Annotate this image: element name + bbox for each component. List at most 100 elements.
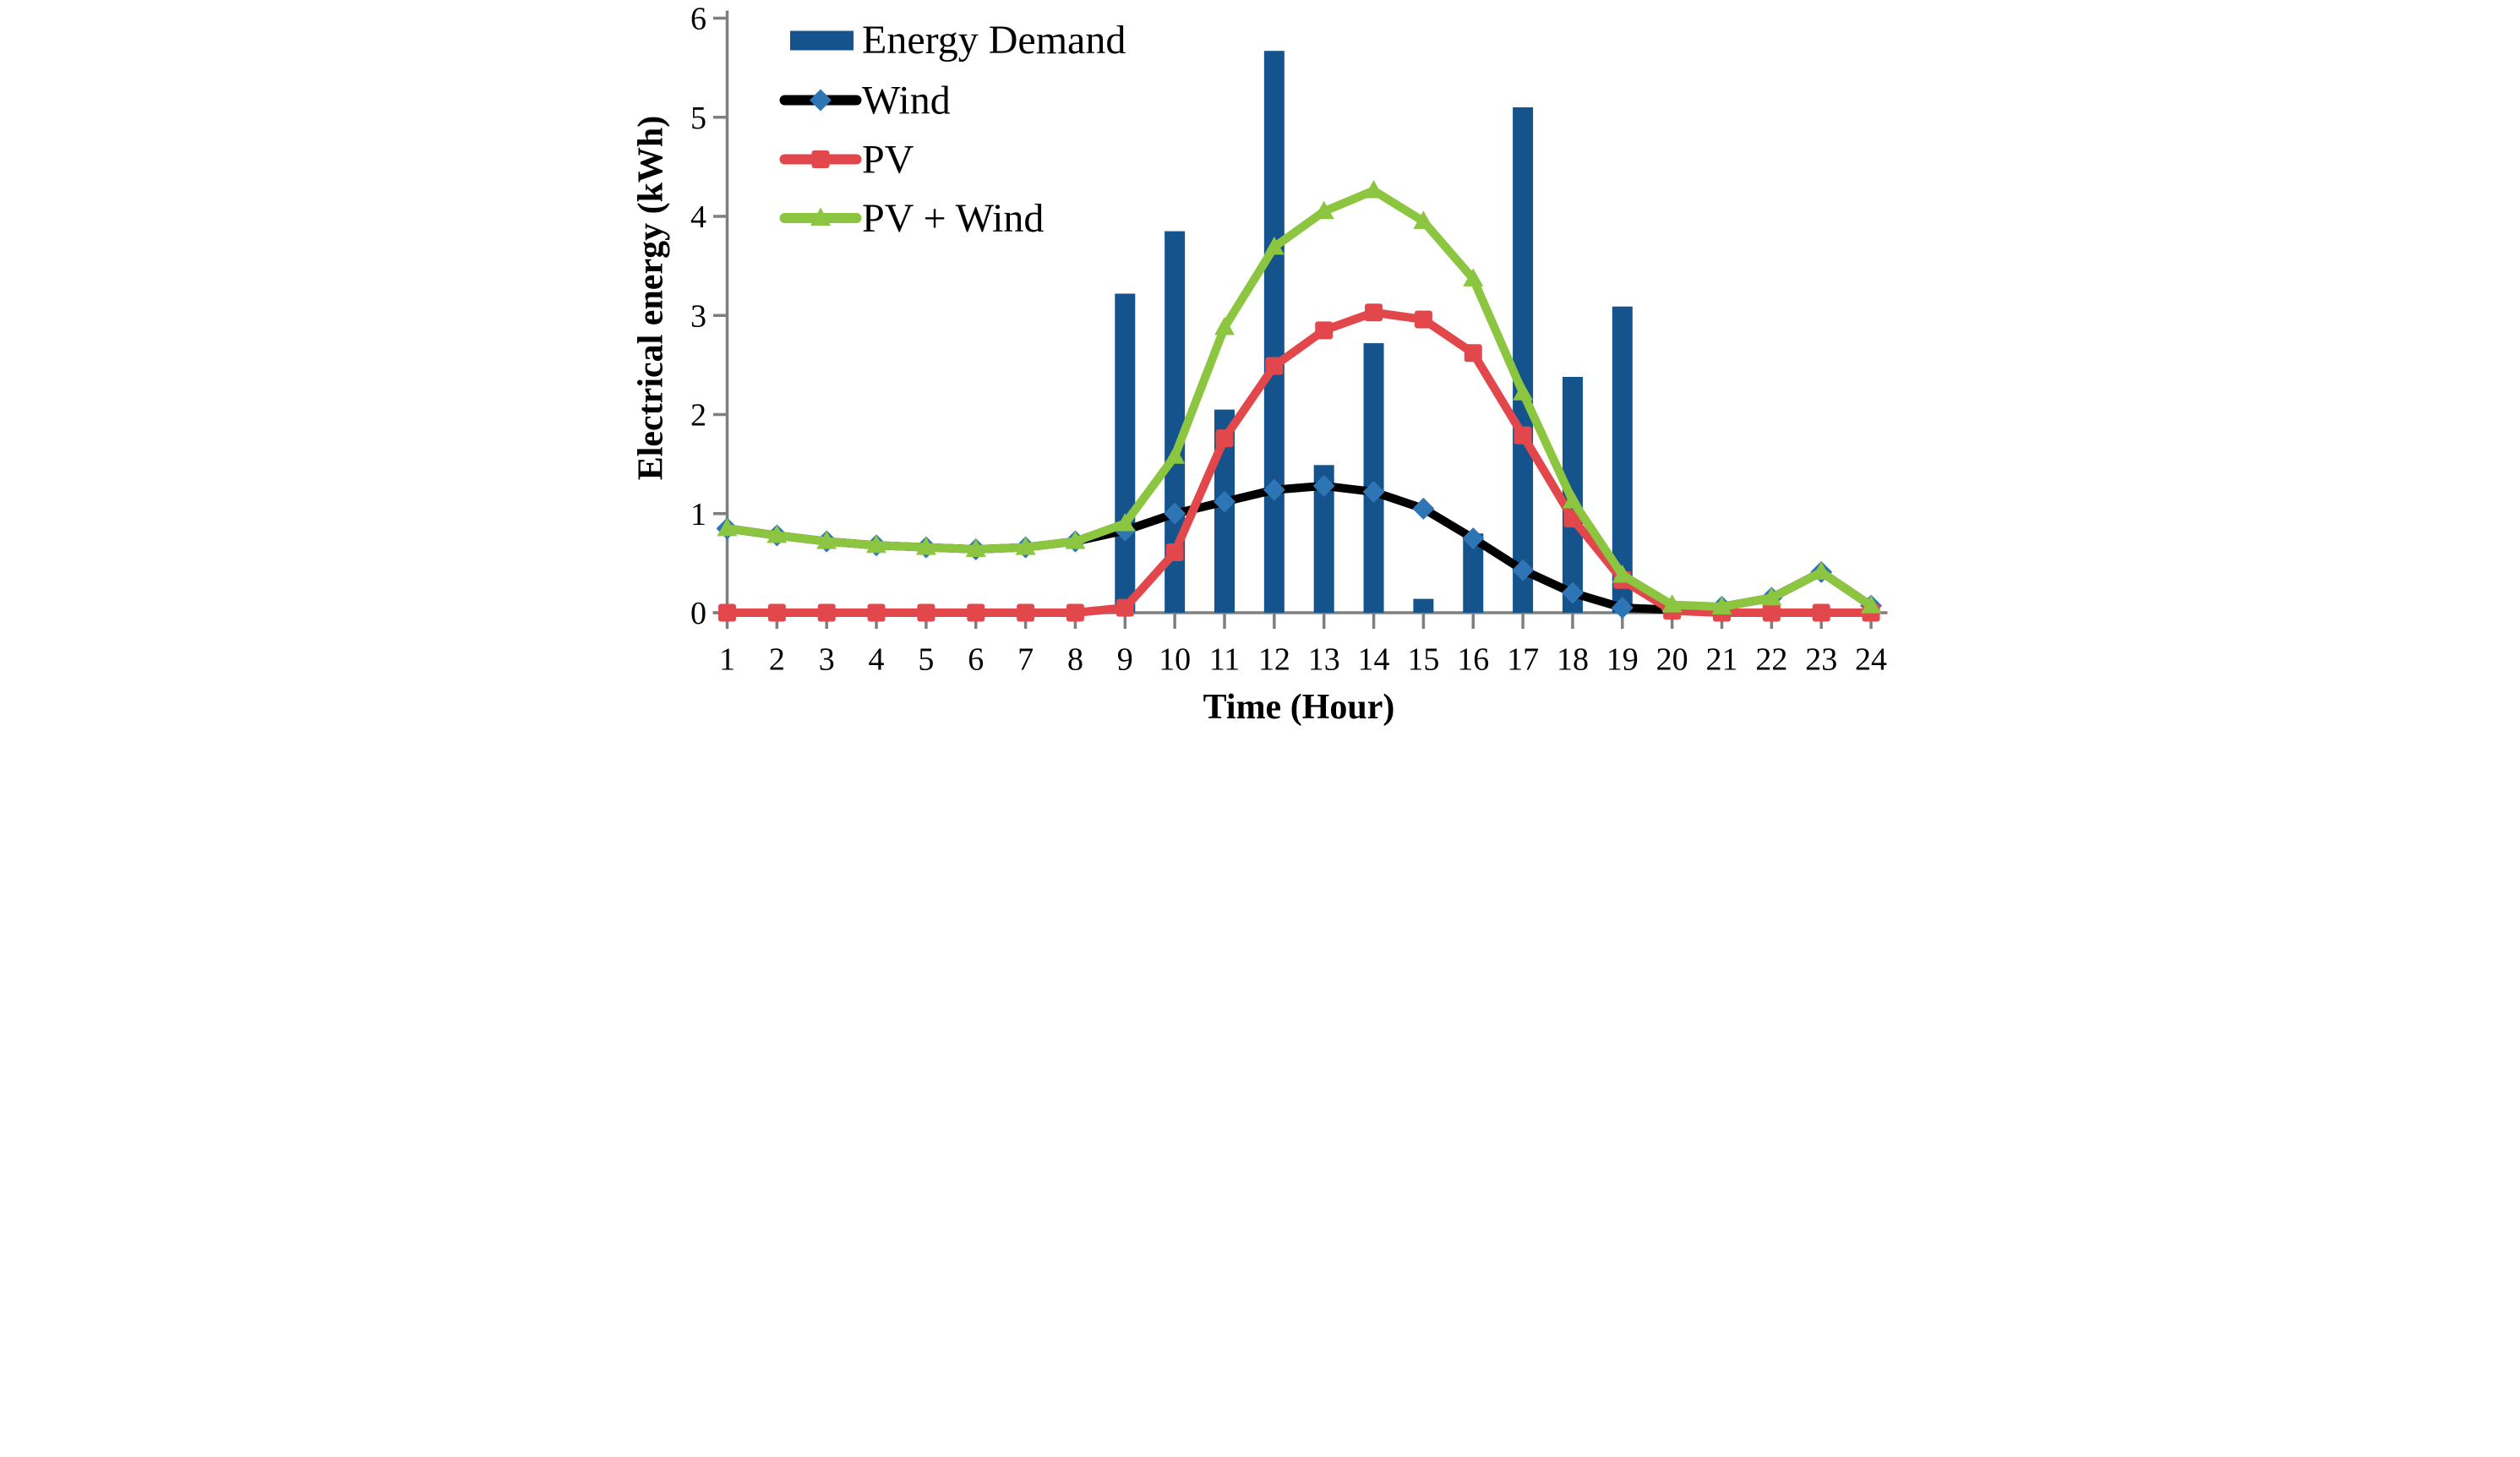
- marker-wind-h16: [1461, 527, 1484, 550]
- marker-wind-h10: [1163, 502, 1186, 525]
- marker-pv-wind-h21: [1711, 596, 1732, 614]
- bar-hour-12: [1263, 51, 1285, 613]
- marker-wind-h18: [1561, 581, 1584, 604]
- x-tick-label: 3: [818, 642, 834, 678]
- marker-wind-h14: [1362, 480, 1385, 503]
- marker-wind-h13: [1312, 474, 1335, 497]
- marker-pv-wind-h3: [815, 531, 837, 549]
- marker-pv-h9: [1115, 598, 1134, 617]
- x-tick-label: 11: [1208, 642, 1240, 678]
- marker-pv-wind-h8: [1064, 531, 1085, 549]
- marker-pv-wind-h6: [965, 538, 986, 557]
- x-axis-title: Time (Hour): [1203, 688, 1394, 727]
- marker-pv-wind-h20: [1661, 594, 1683, 613]
- x-tick-label: 20: [1655, 642, 1688, 678]
- marker-wind-h15: [1411, 497, 1434, 520]
- x-tick-label: 13: [1307, 642, 1339, 678]
- marker-wind-h11: [1213, 490, 1235, 513]
- marker-pv-h5: [916, 603, 935, 622]
- x-tick-label: 4: [868, 642, 884, 678]
- marker-pv-wind-h13: [1313, 200, 1334, 220]
- legend-swatch-marker: [810, 207, 831, 226]
- x-tick-label: 23: [1805, 642, 1837, 678]
- marker-pv-wind-h18: [1562, 490, 1583, 509]
- marker-wind-h17: [1511, 559, 1534, 581]
- marker-pv-h8: [1066, 603, 1084, 622]
- x-tick-label: 6: [968, 642, 984, 678]
- marker-pv-wind-h14: [1363, 180, 1384, 199]
- marker-pv-wind-h1: [717, 517, 737, 537]
- x-tick-label: 7: [1017, 642, 1034, 678]
- marker-pv-wind-h12: [1263, 236, 1285, 255]
- marker-pv-wind-h5: [915, 537, 936, 555]
- bar-hour-17: [1512, 107, 1533, 613]
- marker-pv-h4: [867, 603, 886, 622]
- marker-pv-wind-h19: [1612, 564, 1633, 583]
- x-tick-label: 17: [1507, 642, 1539, 678]
- bar-hour-14: [1363, 343, 1384, 613]
- y-tick-label: 0: [690, 596, 706, 631]
- marker-pv-h15: [1414, 310, 1432, 329]
- y-tick-label: 5: [690, 101, 706, 136]
- x-tick-label: 9: [1116, 642, 1132, 678]
- marker-pv-wind-h22: [1760, 587, 1781, 606]
- marker-pv-wind-h4: [865, 534, 886, 554]
- x-tick-label: 16: [1457, 642, 1489, 678]
- marker-pv-wind-h15: [1412, 210, 1433, 229]
- marker-pv-wind-h16: [1462, 268, 1483, 286]
- marker-pv-h11: [1215, 429, 1233, 448]
- marker-pv-h14: [1364, 303, 1383, 322]
- marker-pv-wind-h2: [766, 525, 787, 543]
- x-tick-label: 22: [1755, 642, 1787, 678]
- x-tick-label: 24: [1855, 642, 1887, 678]
- legend-label: Energy Demand: [862, 18, 1126, 63]
- marker-pv-h1: [717, 603, 736, 622]
- x-tick-label: 15: [1407, 642, 1439, 678]
- x-tick-label: 21: [1705, 642, 1737, 678]
- y-tick-label: 3: [690, 298, 706, 334]
- legend-swatch-marker: [809, 89, 832, 112]
- marker-pv-wind-h23: [1810, 561, 1831, 580]
- x-tick-label: 18: [1556, 642, 1588, 678]
- marker-pv-h12: [1264, 357, 1283, 375]
- marker-wind-h12: [1263, 478, 1285, 501]
- marker-pv-h23: [1812, 603, 1830, 622]
- marker-pv-h2: [767, 603, 786, 622]
- marker-pv-h6: [966, 603, 985, 622]
- marker-pv-h10: [1165, 543, 1184, 561]
- x-tick-label: 2: [768, 642, 784, 678]
- legend-swatch-demand: [789, 30, 854, 51]
- bar-hour-15: [1412, 598, 1433, 613]
- marker-pv-h17: [1514, 426, 1532, 445]
- y-tick-label: 2: [690, 398, 706, 434]
- x-tick-label: 14: [1357, 642, 1389, 678]
- marker-pv-wind-h7: [1015, 537, 1036, 555]
- y-axis-title: Electrical energy (kWh): [631, 116, 670, 481]
- legend-swatch-marker: [811, 150, 829, 168]
- bar-hour-9: [1114, 293, 1135, 613]
- legend-label: PV + Wind: [862, 196, 1044, 241]
- marker-pv-wind-h17: [1512, 382, 1533, 401]
- marker-pv-wind-h9: [1114, 512, 1135, 532]
- marker-pv-h16: [1464, 344, 1482, 363]
- line-pv: [723, 308, 1875, 617]
- line-pv-wind: [723, 186, 1875, 611]
- marker-pv-wind-h24: [1860, 595, 1881, 614]
- x-tick-label: 12: [1257, 642, 1290, 678]
- x-tick-label: 5: [918, 642, 934, 678]
- marker-wind-h19: [1611, 597, 1634, 619]
- legend-label: PV: [862, 138, 914, 183]
- marker-pv-wind-h11: [1214, 316, 1235, 336]
- chart-figure: 0 1 2 3 4 5 6 1 2 3 4 5 6 7 8 9 10 11 12 13 14 15 16 17 18 19 20 21…: [630, 0, 1890, 728]
- y-tick-label: 6: [690, 2, 706, 37]
- y-tick-label: 4: [690, 199, 706, 235]
- y-tick-label: 1: [690, 497, 706, 532]
- marker-pv-h3: [817, 603, 836, 622]
- marker-pv-wind-h10: [1164, 445, 1185, 464]
- x-tick-label: 10: [1159, 642, 1191, 678]
- marker-pv-h7: [1016, 603, 1034, 622]
- x-tick-label: 8: [1066, 642, 1083, 678]
- marker-pv-h22: [1762, 603, 1781, 622]
- legend-label: Wind: [862, 79, 951, 123]
